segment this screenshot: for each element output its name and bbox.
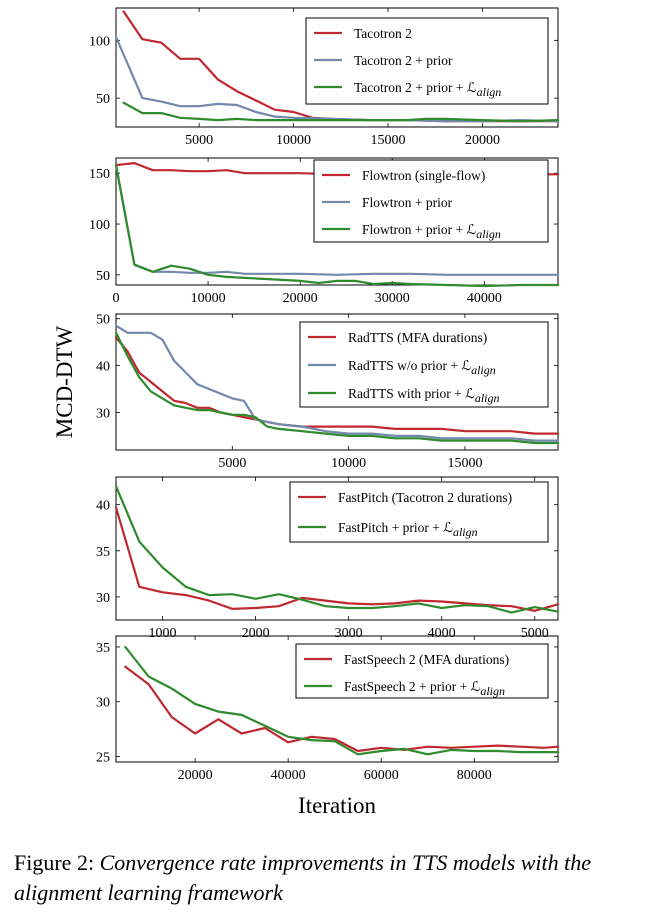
x-tick-label: 80000 (457, 768, 492, 783)
series-line-blue (114, 324, 560, 442)
figure-caption: Figure 2: Convergence rate improvements … (14, 848, 650, 908)
legend-label-subscript: align (477, 85, 502, 99)
x-tick-label: 40000 (467, 291, 502, 306)
x-tick-label: 10000 (276, 133, 311, 148)
legend-label-subscript: align (480, 684, 505, 698)
chart-panel-4: 1000 2000 3000 4000 5000 30 35 40 FastPitch (Tac… (96, 476, 560, 641)
x-tick-label: 2000 (242, 626, 270, 641)
legend-label: Flowtron (single-flow) (362, 168, 485, 183)
y-tick-label: 100 (89, 34, 110, 49)
x-tick-label: 0 (113, 291, 120, 306)
x-tick-label: 10000 (191, 291, 226, 306)
y-tick-label: 35 (96, 545, 110, 560)
series-line-green (114, 164, 560, 288)
legend-label: Flowtron + prior (362, 195, 453, 210)
legend-label: RadTTS with prior + ℒalign (348, 386, 500, 405)
x-tick-label: 5000 (218, 456, 246, 471)
legend-label-subscript: align (476, 227, 501, 241)
series-line-red (124, 665, 560, 753)
y-tick-label: 50 (96, 92, 110, 107)
caption-text: Convergence rate improvements in TTS mod… (14, 850, 592, 905)
x-tick-label: 5000 (521, 626, 549, 641)
legend-label-subscript: align (471, 363, 496, 377)
x-tick-label: 1000 (149, 626, 177, 641)
legend-label: FastSpeech 2 (MFA durations) (344, 652, 509, 667)
x-tick-label: 4000 (428, 626, 456, 641)
y-tick-label: 30 (96, 591, 110, 606)
x-tick-label: 15000 (447, 456, 482, 471)
x-tick-label: 20000 (178, 768, 213, 783)
series-line-blue (114, 164, 560, 276)
y-tick-label: 40 (96, 360, 110, 375)
series-line-green (114, 485, 560, 614)
legend-label: RadTTS w/o prior + ℒalign (348, 358, 496, 377)
legend-label: RadTTS (MFA durations) (348, 330, 487, 345)
plot-frame (115, 635, 559, 763)
x-tick-label: 10000 (331, 456, 366, 471)
chart-panel-2: 0 10000 20000 30000 40000 50 100 150 Flowtron (s… (89, 157, 560, 306)
chart-panel-5: 20000 40000 60000 80000 25 30 35 FastSpeech 2 (… (96, 635, 560, 783)
x-tick-label: 3000 (335, 626, 363, 641)
x-tick-label: 20000 (465, 133, 500, 148)
caption-label: Figure 2: (14, 850, 95, 875)
legend-label-subscript: align (453, 525, 478, 539)
series-line-green (114, 331, 560, 445)
series-line-green (122, 101, 560, 123)
y-tick-label: 30 (96, 406, 110, 421)
plot-frame (115, 7, 559, 128)
y-tick-label: 40 (96, 499, 110, 514)
chart-panel-3: 5000 10000 15000 30 40 50 RadTTS (MFA duration… (96, 313, 560, 471)
x-tick-label: 5000 (185, 133, 213, 148)
y-tick-label: 50 (96, 313, 110, 328)
legend-label: FastPitch + prior + ℒalign (338, 520, 478, 539)
legend-box (299, 321, 549, 408)
y-tick-label: 150 (89, 167, 110, 182)
plot-frame (115, 157, 559, 286)
legend-box (289, 481, 549, 543)
chart-panel-1: 5000 10000 15000 20000 50 100 Tacotron 2 Tacotr… (89, 7, 560, 148)
legend-box (295, 643, 549, 699)
x-tick-label: 30000 (375, 291, 410, 306)
x-tick-label: 60000 (364, 768, 399, 783)
y-tick-label: 25 (96, 751, 110, 766)
legend-label: Flowtron + prior + ℒalign (362, 222, 501, 241)
legend-label: FastSpeech 2 + prior + ℒalign (344, 679, 505, 698)
series-line-green (124, 645, 560, 756)
y-tick-label: 35 (96, 641, 110, 656)
legend-label-subscript: align (475, 391, 500, 405)
series-line-blue (114, 35, 560, 123)
y-tick-label: 50 (96, 269, 110, 284)
y-tick-label: 100 (89, 218, 110, 233)
x-tick-label: 15000 (371, 133, 406, 148)
legend-label: Tacotron 2 + prior + ℒalign (354, 80, 501, 99)
legend-label: FastPitch (Tacotron 2 durations) (338, 490, 512, 505)
legend-box (313, 159, 549, 243)
x-tick-label: 20000 (283, 291, 318, 306)
legend-label: Tacotron 2 + prior (354, 53, 453, 68)
legend-label: Tacotron 2 (354, 26, 412, 41)
legend-box (305, 17, 549, 105)
series-line-red (114, 506, 560, 612)
plot-frame (115, 476, 559, 621)
plot-frame (115, 313, 559, 451)
x-axis-title: Iteration (298, 793, 376, 818)
x-tick-label: 40000 (271, 768, 306, 783)
y-tick-label: 30 (96, 696, 110, 711)
y-axis-title: MCD-DTW (52, 325, 77, 438)
